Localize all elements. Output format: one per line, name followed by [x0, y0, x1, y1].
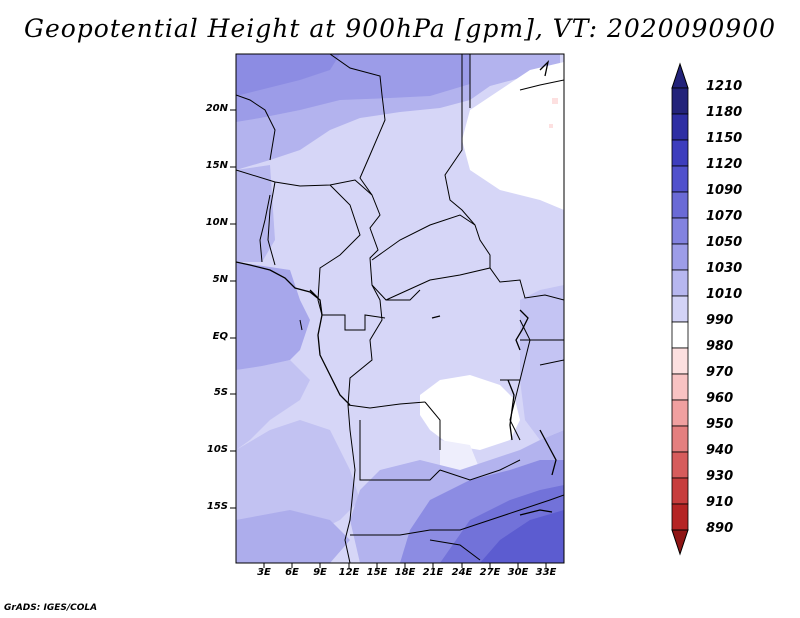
grads-credit: GrADS: IGES/COLA — [4, 603, 98, 613]
lon-label: 15E — [366, 567, 388, 578]
lon-label: 6E — [285, 567, 299, 578]
lat-label: 15N — [205, 160, 228, 171]
colorbar-segment — [671, 217, 689, 245]
lat-label: 15S — [206, 501, 228, 512]
colorbar-label: 930 — [706, 469, 734, 484]
colorbar-label: 1070 — [706, 209, 743, 224]
colorbar-segment — [671, 451, 689, 479]
colorbar-segment — [671, 373, 689, 401]
lat-label: 20N — [205, 103, 228, 114]
lon-label: 18E — [394, 567, 416, 578]
colorbar-segment — [671, 113, 689, 141]
colorbar-label: 960 — [706, 391, 734, 406]
coastlines-lakes — [236, 59, 557, 516]
lon-label: 33E — [535, 567, 557, 578]
colorbar-segment — [671, 191, 689, 219]
colorbar-label: 1090 — [706, 183, 743, 198]
lat-label: EQ — [212, 331, 228, 342]
colorbar-label: 1010 — [706, 287, 743, 302]
map-title: Geopotential Height at 900hPa [gpm], VT:… — [23, 14, 777, 43]
colorbar-label: 890 — [706, 521, 734, 536]
colorbar-label: 1120 — [706, 157, 743, 172]
colorbar-label: 1210 — [706, 79, 743, 94]
colorbar-segment — [671, 347, 689, 375]
map-frame — [235, 53, 565, 564]
colorbar-segment — [671, 269, 689, 297]
height-field — [236, 54, 564, 563]
lat-label: 10S — [206, 444, 228, 455]
colorbar-segment — [671, 165, 689, 193]
lon-label: 12E — [338, 567, 360, 578]
colorbar-segment — [671, 399, 689, 427]
lon-label: 30E — [507, 567, 529, 578]
colorbar-segment — [671, 243, 689, 271]
colorbar-label: 980 — [706, 339, 734, 354]
colorbar-label: 1150 — [706, 131, 743, 146]
lat-label: 10N — [205, 217, 228, 228]
colorbar-segment — [671, 295, 689, 323]
colorbar-segment — [671, 139, 689, 167]
colorbar-segment — [671, 321, 689, 349]
lat-label: 5S — [213, 387, 228, 398]
colorbar-segment — [671, 477, 689, 505]
lon-label: 3E — [257, 567, 271, 578]
colorbar-label: 990 — [706, 313, 734, 328]
colorbar-segment — [671, 503, 689, 531]
colorbar-segment — [671, 425, 689, 453]
colorbar-label: 1050 — [706, 235, 743, 250]
colorbar-label: 1030 — [706, 261, 743, 276]
lat-label: 5N — [212, 274, 228, 285]
colorbar-label: 910 — [706, 495, 734, 510]
lon-label: 21E — [422, 567, 444, 578]
colorbar-label: 940 — [706, 443, 734, 458]
colorbar-label: 1180 — [706, 105, 743, 120]
lon-label: 9E — [313, 567, 327, 578]
colorbar-label: 970 — [706, 365, 734, 380]
colorbar-label: 950 — [706, 417, 734, 432]
colorbar-top-arrow — [671, 62, 689, 89]
lon-label: 27E — [479, 567, 501, 578]
colorbar — [671, 62, 689, 556]
colorbar-bottom-arrow — [671, 529, 689, 556]
lat-ticks — [230, 109, 236, 509]
lon-ticks — [263, 563, 547, 568]
country-borders — [236, 54, 564, 563]
lon-label: 24E — [451, 567, 473, 578]
colorbar-segment — [671, 87, 689, 115]
